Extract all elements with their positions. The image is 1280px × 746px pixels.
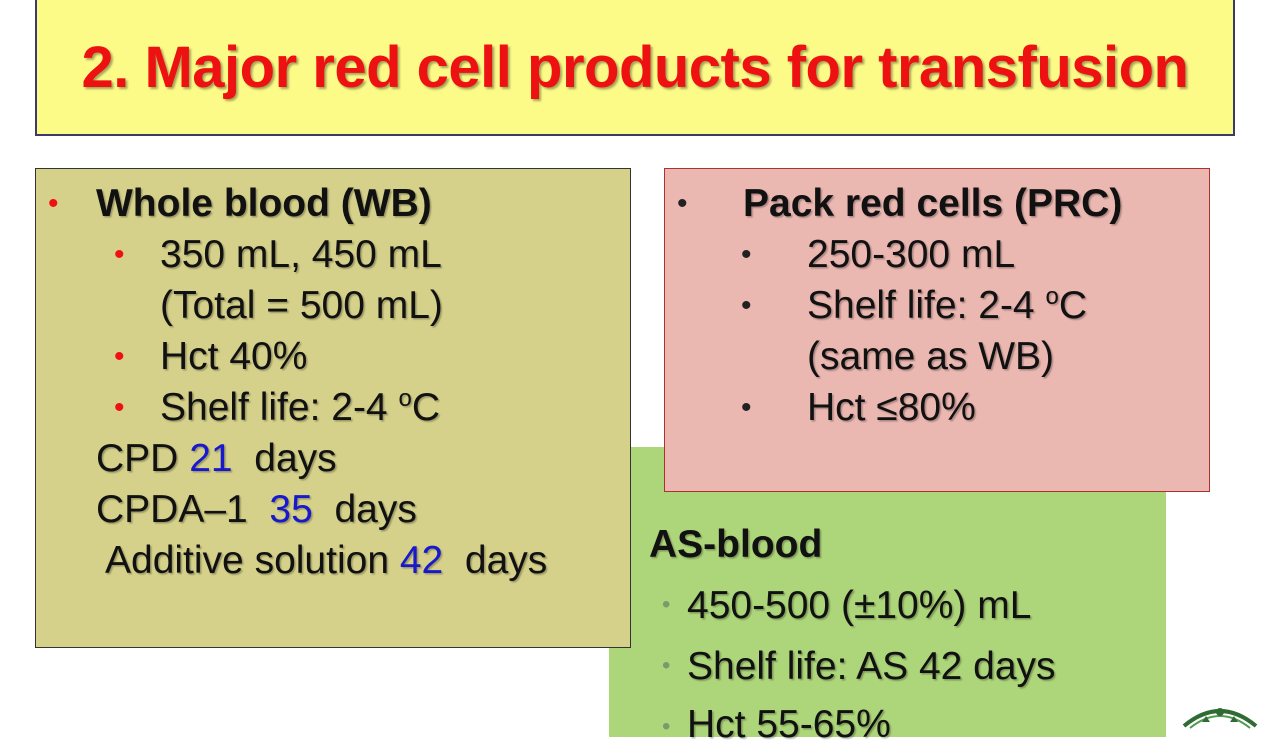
- whole-blood-box: • Whole blood (WB) • 350 mL, 450 mL (Tot…: [35, 168, 631, 648]
- bullet-icon: •: [114, 238, 125, 271]
- as-blood-heading: AS-blood: [649, 523, 823, 566]
- additive-solution-label: Additive solution: [105, 539, 400, 582]
- additive-solution-days-unit: days: [443, 539, 548, 582]
- as-blood-shelf-life: Shelf life: AS 42 days: [687, 645, 1056, 688]
- emblem-logo-icon: [1182, 708, 1258, 729]
- bullet-icon: •: [677, 187, 688, 220]
- wb-volume: 350 mL, 450 mL: [160, 233, 442, 276]
- prc-box: • Pack red cells (PRC) • 250-300 mL • Sh…: [664, 168, 1210, 492]
- wb-cpd: CPD 21 days: [96, 439, 337, 478]
- celsius-unit: C: [411, 386, 440, 429]
- cpd-days-unit: days: [232, 437, 337, 480]
- degree-symbol: o: [1045, 283, 1059, 310]
- cpd-label: CPD: [96, 437, 190, 480]
- prc-heading: Pack red cells (PRC): [743, 182, 1123, 225]
- prc-shelf-life-text: Shelf life: 2-4: [807, 284, 1046, 327]
- cpd-days: 21: [189, 437, 233, 480]
- wb-hct: Hct 40%: [160, 335, 308, 378]
- additive-solution-days: 42: [399, 539, 444, 582]
- title-banner: 2. Major red cell products for transfusi…: [35, 0, 1235, 136]
- bullet-icon: •: [114, 340, 125, 373]
- wb-volume-total: (Total = 500 mL): [160, 284, 443, 327]
- bullet-icon: •: [662, 652, 671, 679]
- wb-shelf-life-text: Shelf life: 2-4: [160, 386, 399, 429]
- bullet-icon: •: [114, 391, 125, 424]
- bullet-icon: •: [662, 713, 671, 740]
- prc-shelf-life: Shelf life: 2-4 oC: [807, 283, 1087, 327]
- celsius-unit: C: [1058, 284, 1087, 327]
- as-blood-hct: Hct 55-65%: [687, 703, 891, 746]
- as-blood-volume: 450-500 (±10%) mL: [687, 584, 1032, 627]
- wb-heading: Whole blood (WB): [96, 182, 432, 225]
- cpda-days-unit: days: [312, 488, 417, 531]
- slide-title: 2. Major red cell products for transfusi…: [81, 34, 1189, 100]
- prc-shelf-life-note: (same as WB): [807, 335, 1055, 378]
- cpda-days: 35: [269, 488, 313, 531]
- bullet-icon: •: [662, 591, 671, 618]
- bullet-icon: •: [741, 238, 752, 271]
- prc-hct: Hct ≤80%: [807, 386, 976, 429]
- prc-volume: 250-300 mL: [807, 233, 1016, 276]
- wb-shelf-life: Shelf life: 2-4 oC: [160, 385, 440, 429]
- wb-additive-solution: Additive solution 42 days: [105, 541, 547, 580]
- cpda-label: CPDA–1: [96, 488, 270, 531]
- wb-cpda: CPDA–1 35 days: [96, 490, 417, 529]
- bullet-icon: •: [741, 391, 752, 424]
- degree-symbol: o: [398, 385, 412, 412]
- bullet-icon: •: [741, 289, 752, 322]
- bullet-icon: •: [48, 187, 59, 220]
